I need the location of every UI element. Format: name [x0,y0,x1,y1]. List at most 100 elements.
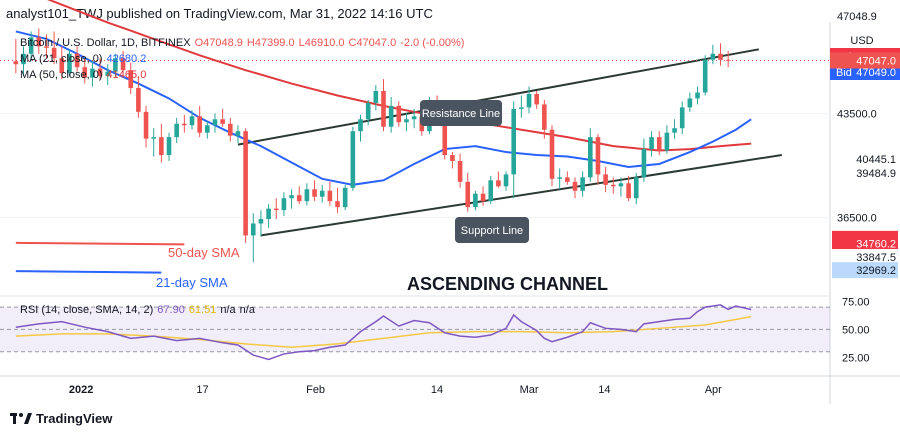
sma21-annotation: 21-day SMA [156,275,228,290]
candle-body [143,111,149,139]
candle-body [296,195,302,202]
candle-body [59,58,65,74]
candle-body [641,149,647,178]
candle-body [672,128,677,133]
candle-body [120,58,126,71]
price-axis-bg [830,22,900,404]
candle [13,38,19,74]
last-price-tag-value: 47047.0 [856,56,896,68]
candle-body [542,104,547,130]
candle-body [534,93,539,105]
candle [473,190,478,211]
candle-body [725,59,731,61]
candle-body [319,190,325,197]
rsi-tick-label: 50.00 [842,324,870,336]
candle-body [404,119,409,123]
candle-body [557,177,562,179]
candle-body [21,53,26,65]
candle [656,131,662,156]
candle [480,186,486,206]
candle [365,99,371,126]
candle [97,58,103,81]
candle [603,166,608,193]
candle [411,108,417,129]
publish-header: analyst101_TWJ published on TradingView.… [6,6,433,21]
level-tag-bg [832,165,898,182]
candle-body [626,183,631,199]
candle [549,125,555,187]
candle [718,43,723,66]
ma21-legend[interactable]: MA (21, close, 0) 42680.2 [20,53,146,65]
currency-label[interactable]: USD [850,35,873,47]
candle [511,101,516,199]
candle [664,125,670,154]
candle [44,34,49,59]
candle [166,132,172,161]
candle-body [67,53,72,74]
candle [702,55,708,96]
candle [136,76,141,118]
candle-body [687,98,693,108]
rsi-legend[interactable]: RSI (14, close, SMA, 14, 2) 67.90 61.51 n/a… [20,304,256,316]
candle [235,125,241,144]
candle [557,168,562,190]
candle [679,101,685,135]
candle [396,101,402,127]
resistance-line-box [420,100,502,126]
candle-body [457,160,463,182]
time-tick-label: 17 [196,384,208,396]
rsi-line [15,304,752,361]
bid-tag-value: 47049.0 [856,67,896,79]
sma50-key-line [15,241,185,246]
candle [220,108,225,127]
candle [51,31,57,65]
candle [258,210,264,237]
level-tag-value: 39484.9 [856,168,896,180]
candle [28,31,34,62]
candle [465,172,471,212]
support-line-text: Support Line [461,225,523,237]
candle-body [327,190,333,202]
symbol-legend[interactable]: Bitcoin / U.S. Dollar, 1D, BITFINEX O4704… [20,37,464,49]
candle-body [235,131,241,136]
ma50-legend[interactable]: MA (50, close, 0) 41465.0 [20,69,146,81]
ma21-legend-value: 42680.2 [107,53,147,65]
candle-body [633,177,639,199]
candle-body [603,174,608,185]
time-tick-label: 14 [598,384,610,396]
rsi-value: 67.90 [157,304,185,316]
candle [113,53,118,78]
candle [350,126,356,191]
candle [120,50,126,77]
candle-body [473,193,478,208]
candle [626,175,631,202]
candle-body [151,137,156,139]
candle-body [97,68,103,77]
ohlc-high: H47399.0 [247,37,295,49]
candle [534,91,539,109]
candle-body [113,58,118,72]
ohlc-close: C47047.0 [349,37,397,49]
candle [725,50,731,68]
candle [327,181,333,206]
candle-body [312,189,317,197]
candle-body [335,201,340,208]
candle-body [549,129,555,179]
candle [519,95,524,118]
candle-body [197,116,202,133]
candle-body [580,177,585,191]
footer-brand[interactable]: TradingView [10,411,112,426]
resistance-line-callout: Resistance Line [420,100,502,126]
candle [496,171,501,188]
candle-body [258,219,264,224]
candle [588,128,593,182]
candle-body [90,68,95,78]
candle-body [595,137,601,175]
candle-body [496,180,501,187]
candle-body [503,174,509,187]
candle [373,85,379,111]
candle [289,189,294,209]
candle-body [649,137,654,150]
candle-body [342,187,348,208]
